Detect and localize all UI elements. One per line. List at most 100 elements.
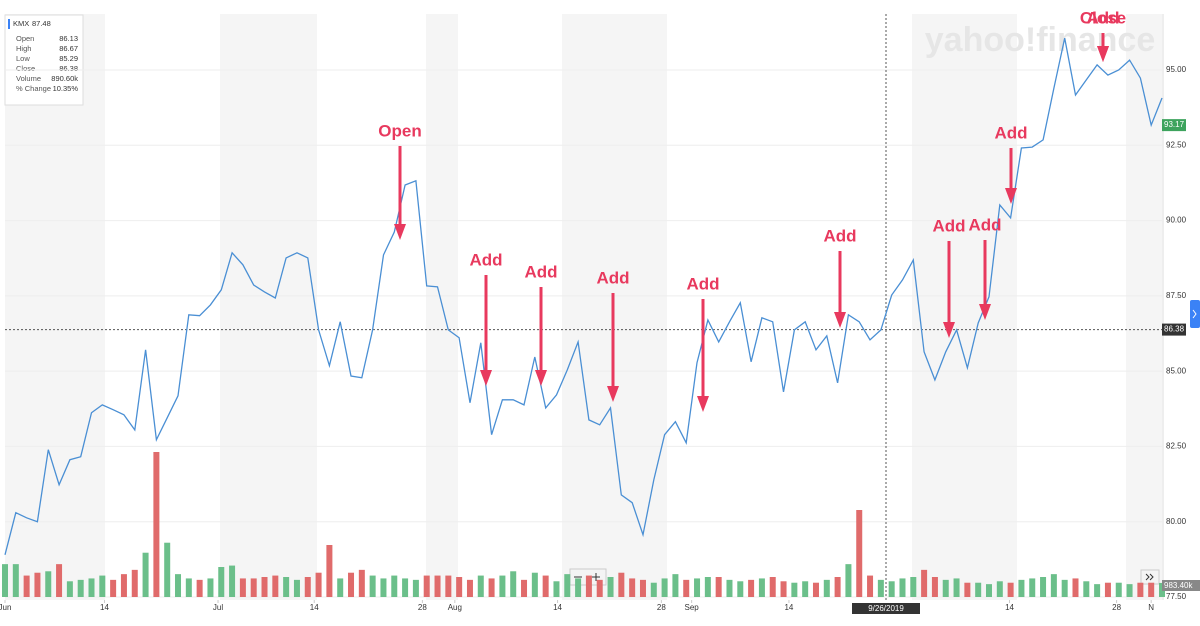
volume-bar [488, 578, 495, 597]
x-tick-label: N [1148, 603, 1154, 612]
band [5, 14, 105, 600]
volume-bar [131, 569, 138, 597]
volume-bar [456, 577, 463, 597]
volume-bar [380, 578, 387, 597]
volume-bar [23, 575, 30, 597]
volume-bar [1137, 582, 1144, 597]
volume-bar [153, 452, 160, 597]
volume-bar [1029, 578, 1036, 597]
tooltip: KMX 87.48 [4, 14, 84, 106]
volume-bar [672, 574, 679, 597]
volume-bar [272, 575, 279, 597]
scroll-button[interactable] [1140, 569, 1160, 585]
annotation-arrowhead [834, 312, 846, 328]
volume-bar [953, 578, 960, 597]
volume-bar [196, 579, 203, 597]
last-price: 93.17 [1164, 120, 1185, 129]
volume-bar [12, 564, 19, 597]
tooltip-value: 10.35% [53, 84, 79, 93]
x-tick-label: 14 [784, 603, 793, 612]
volume-bar [521, 579, 528, 597]
annotation-arrowhead [1097, 46, 1109, 62]
volume-bar [607, 577, 614, 597]
volume-bar [1094, 584, 1101, 597]
volume-bar [726, 579, 733, 597]
symbol-price: 87.48 [32, 19, 51, 28]
volume-bar [629, 578, 636, 597]
y-tick-label: 77.50 [1166, 592, 1187, 601]
tooltip-value: 86.38 [59, 64, 78, 73]
volume-bar [748, 579, 755, 597]
background-bands [5, 14, 1162, 600]
watermark: yahoo!finance [925, 21, 1155, 59]
volume-bar [996, 581, 1003, 597]
volume-bar [110, 579, 117, 597]
volume-bar [553, 581, 560, 597]
crosshair-price-tag [1162, 323, 1186, 336]
annotation-arrowhead [943, 322, 955, 338]
volume-bar [564, 574, 571, 597]
y-tick-label: 92.50 [1166, 140, 1187, 149]
volume-bar [1040, 577, 1047, 597]
annotation-label: Add [1086, 8, 1119, 27]
volume-bar [888, 581, 895, 597]
annotation-arrowhead [697, 396, 709, 412]
volume-bar [175, 574, 182, 597]
tooltip-box [4, 14, 84, 106]
volume-bar [120, 574, 127, 597]
volume-bar [823, 579, 830, 597]
volume-bar [1104, 582, 1111, 597]
annotation-arrowhead [394, 224, 406, 240]
annotation-label: Add [524, 262, 557, 281]
annotation-arrowhead [607, 386, 619, 402]
volume-bar [358, 569, 365, 597]
volume-bar [802, 581, 809, 597]
volume-bar [575, 578, 582, 597]
annotation-label: Add [823, 226, 856, 245]
volume-bar [877, 579, 884, 597]
tooltip-value: 86.13 [59, 34, 78, 43]
volume-bar [650, 582, 657, 597]
tooltip-value: 85.29 [59, 54, 78, 63]
annotation-arrowhead [979, 304, 991, 320]
volume-bar [542, 575, 549, 597]
volume-bar [315, 572, 322, 597]
volume-bar [1061, 579, 1068, 597]
x-tick-label: 14 [1005, 603, 1014, 612]
volume-bar [1018, 579, 1025, 597]
volume-bar [77, 579, 84, 597]
x-tick-label: Aug [448, 603, 462, 612]
volume-bar [510, 571, 517, 597]
side-tab[interactable] [1190, 300, 1200, 328]
band [220, 14, 317, 600]
x-tick-label: 14 [310, 603, 319, 612]
volume-bar [899, 578, 906, 597]
annotation-arrowhead [535, 370, 547, 386]
y-tick-label: 87.50 [1166, 291, 1187, 300]
volume-bar [293, 579, 300, 597]
volume-bar [942, 579, 949, 597]
volume-bar [45, 571, 52, 597]
tooltip-label: Open [16, 34, 34, 43]
x-tick-label: Sep [685, 603, 700, 612]
volume-bar [964, 582, 971, 597]
volume-bar [812, 582, 819, 597]
annotation-label: Add [968, 215, 1001, 234]
volume-bar [477, 575, 484, 597]
volume-bar [531, 572, 538, 597]
volume-bar [88, 578, 95, 597]
annotation-label: Open [378, 121, 421, 140]
crosshair-price: 86.38 [1164, 325, 1185, 334]
zoom-in[interactable] [592, 573, 600, 581]
x-tick-label: 14 [553, 603, 562, 612]
tooltip-label: Volume [16, 74, 41, 83]
volume-bar [283, 577, 290, 597]
x-tick-label: 14 [100, 603, 109, 612]
volume-label: 983.40k [1164, 581, 1193, 590]
volume-bar [99, 575, 106, 597]
volume-bar [921, 569, 928, 597]
volume-bar [758, 578, 765, 597]
x-tick-label: 28 [1112, 603, 1121, 612]
volume-bar [369, 575, 376, 597]
